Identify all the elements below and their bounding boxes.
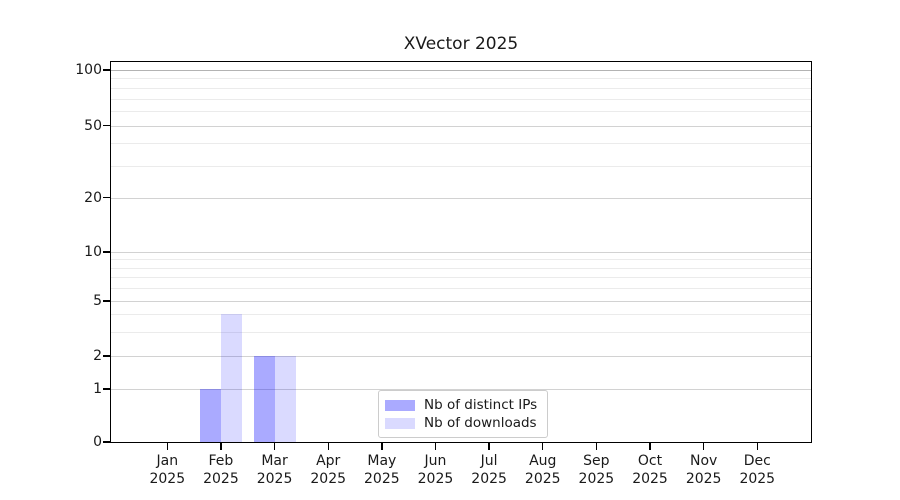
y-tick: [103, 251, 110, 253]
y-gridline-minor: [111, 110, 811, 112]
y-gridline-major: [111, 197, 811, 199]
chart-title: XVector 2025: [403, 34, 519, 54]
y-tick-label: 5: [93, 293, 102, 309]
y-gridline-minor: [111, 87, 811, 89]
x-tick-label: Feb 2025: [203, 453, 239, 487]
x-tick: [649, 443, 651, 450]
y-tick: [103, 196, 110, 199]
y-gridline-major: [111, 70, 811, 71]
x-tick-label: Jun 2025: [417, 453, 454, 487]
legend-swatch-downloads: [385, 418, 415, 429]
x-tick: [756, 443, 758, 450]
y-tick: [103, 441, 110, 443]
x-tick-label: May 2025: [364, 453, 400, 487]
legend-row-downloads: Nb of downloads: [385, 415, 539, 432]
bar-distinct-ips-feb: [199, 389, 221, 442]
x-tick: [488, 443, 490, 450]
bar-downloads-feb: [220, 314, 242, 442]
legend-label-downloads: Nb of downloads: [424, 415, 537, 431]
y-gridline-minor: [111, 288, 811, 290]
legend-row-distinct-ips: Nb of distinct IPs: [385, 397, 539, 414]
x-tick: [595, 443, 598, 450]
x-tick-label: Oct 2025: [632, 453, 668, 487]
plot-spine-left: [110, 61, 112, 443]
plot-area: 0 1 2 5 10 20 50 100 Jan 2025 Feb 2025 Mar 2025 Apr…: [75, 61, 812, 487]
y-gridline-major: [111, 301, 811, 302]
x-tick-label: Apr 2025: [310, 453, 347, 487]
plot-spine-right: [810, 61, 812, 443]
y-gridline-minor: [111, 314, 811, 316]
legend: Nb of distinct IPs Nb of downloads: [378, 390, 548, 438]
y-tick-label: 0: [93, 434, 102, 450]
y-gridline-minor: [111, 267, 811, 269]
y-gridline-major: [111, 356, 811, 357]
bar-downloads-mar: [274, 356, 296, 442]
x-tick: [434, 443, 437, 450]
x-tick-label: Dec 2025: [739, 453, 776, 487]
y-gridline-major: [111, 389, 811, 390]
y-gridline-minor: [111, 259, 811, 261]
plot-spine-top: [110, 61, 812, 63]
x-tick: [702, 443, 705, 450]
x-tick-label: Nov 2025: [685, 453, 722, 487]
x-tick: [327, 443, 329, 450]
y-gridline-major: [111, 252, 811, 253]
y-gridline-minor: [111, 277, 811, 279]
y-tick-label: 50: [84, 117, 102, 134]
y-tick-label: 100: [75, 62, 102, 78]
y-gridline-minor: [111, 143, 811, 145]
x-tick: [166, 443, 168, 450]
x-tick-label: Aug 2025: [524, 453, 561, 487]
x-tick-label: Jul 2025: [471, 453, 507, 487]
y-tick: [103, 355, 110, 357]
bar-distinct-ips-mar: [253, 356, 275, 442]
legend-label-distinct-ips: Nb of distinct IPs: [424, 397, 538, 413]
x-tick-label: Mar 2025: [256, 453, 293, 487]
x-tick: [381, 443, 383, 450]
y-gridline-major: [111, 125, 811, 127]
y-tick-label: 1: [93, 381, 102, 397]
y-tick-label: 2: [93, 348, 102, 364]
legend-swatch-distinct-ips: [385, 400, 415, 411]
y-gridline-minor: [111, 331, 811, 333]
y-tick: [103, 124, 110, 127]
x-tick: [542, 443, 544, 450]
y-tick-label: 20: [84, 189, 102, 206]
y-gridline-minor: [111, 165, 811, 167]
x-tick-label: Sep 2025: [578, 453, 615, 487]
x-tick: [273, 443, 276, 450]
y-tick-label: 10: [84, 244, 102, 260]
y-gridline-minor: [111, 98, 811, 100]
y-tick: [103, 69, 110, 71]
x-tick-label: Jan 2025: [149, 453, 186, 487]
y-tick: [103, 300, 110, 302]
y-tick: [103, 388, 110, 390]
plot-spine-bottom: [110, 442, 812, 444]
x-tick: [220, 443, 222, 450]
y-gridline-minor: [111, 78, 811, 80]
